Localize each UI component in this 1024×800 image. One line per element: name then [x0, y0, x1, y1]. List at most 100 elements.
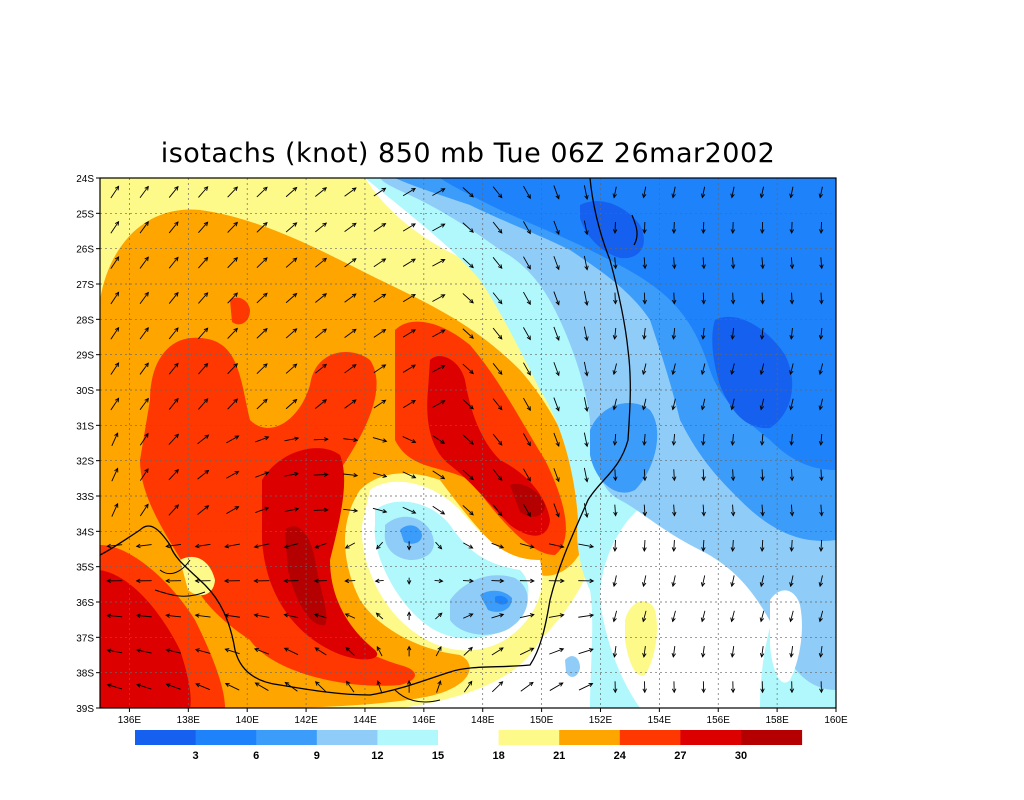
- lat-tick-label: 32S: [76, 457, 94, 468]
- wind-arrow: [789, 186, 794, 199]
- wind-arrow: [818, 610, 824, 623]
- wind-arrow: [789, 645, 794, 658]
- wind-arrow: [285, 292, 298, 304]
- wind-arrow: [284, 681, 298, 692]
- wind-arrow: [372, 437, 388, 443]
- wind-arrow: [432, 435, 446, 444]
- lon-tick-label: 140E: [236, 715, 260, 726]
- wind-arrow: [760, 469, 765, 482]
- lat-tick-label: 26S: [76, 245, 94, 256]
- wind-arrow: [139, 327, 149, 340]
- wind-arrow: [818, 221, 824, 234]
- wind-arrow: [730, 433, 735, 446]
- wind-arrow: [642, 327, 647, 340]
- wind-arrow: [642, 504, 648, 517]
- wind-arrow: [553, 397, 560, 412]
- wind-arrow: [344, 578, 356, 584]
- wind-arrow: [194, 578, 211, 584]
- wind-arrow: [462, 578, 474, 584]
- wind-arrow: [523, 291, 531, 306]
- wind-arrow: [165, 613, 182, 618]
- wind-arrow: [642, 539, 647, 552]
- colorbar-label: 24: [614, 750, 627, 762]
- wind-arrow: [730, 292, 736, 305]
- wind-arrow: [136, 683, 152, 690]
- wind-arrow: [285, 257, 298, 268]
- wind-arrow: [168, 433, 179, 445]
- wind-arrow: [701, 257, 706, 270]
- wind-arrow: [700, 575, 706, 588]
- wind-arrow: [818, 645, 824, 658]
- wind-arrow: [701, 469, 706, 482]
- wind-arrow: [285, 363, 298, 374]
- wind-arrow: [227, 327, 239, 339]
- wind-arrow: [227, 363, 239, 375]
- wind-arrow: [315, 328, 328, 339]
- lat-tick-label: 39S: [76, 704, 94, 715]
- wind-arrow: [583, 503, 589, 518]
- wind-arrow: [256, 221, 268, 233]
- wind-arrow: [110, 220, 120, 234]
- wind-arrow: [818, 433, 824, 446]
- wind-arrow: [223, 578, 240, 584]
- lat-tick-label: 31S: [76, 421, 94, 432]
- wind-arrow: [730, 221, 736, 234]
- wind-arrow: [402, 223, 416, 232]
- wind-arrow: [402, 258, 416, 267]
- wind-arrow: [583, 361, 589, 377]
- wind-arrow: [491, 542, 505, 549]
- wind-arrow: [198, 186, 209, 198]
- wind-arrow: [671, 681, 677, 694]
- wind-arrow: [344, 613, 356, 619]
- wind-arrow: [432, 470, 446, 480]
- wind-arrow: [106, 578, 123, 584]
- wind-arrow: [139, 362, 149, 375]
- wind-arrow: [344, 293, 357, 303]
- wind-arrow: [256, 398, 268, 410]
- wind-arrow: [789, 221, 794, 234]
- wind-arrow: [168, 468, 179, 481]
- wind-arrow: [553, 362, 560, 377]
- wind-arrow: [255, 506, 270, 514]
- lon-tick-label: 152E: [589, 715, 613, 726]
- wind-arrow: [139, 185, 149, 199]
- wind-arrow: [110, 362, 120, 375]
- wind-arrow: [578, 543, 595, 549]
- wind-arrow: [789, 539, 794, 552]
- wind-arrow: [344, 364, 357, 374]
- wind-arrow: [789, 327, 794, 340]
- wind-arrow: [463, 680, 473, 693]
- wind-arrow: [523, 468, 531, 482]
- wind-arrow: [759, 186, 765, 199]
- wind-arrow: [110, 291, 120, 305]
- wind-arrow: [759, 363, 765, 376]
- wind-arrow: [256, 363, 268, 374]
- wind-arrow: [226, 470, 240, 479]
- wind-arrow: [730, 504, 736, 517]
- wind-arrow: [701, 327, 706, 340]
- wind-arrow: [227, 221, 239, 233]
- wind-arrow: [462, 257, 474, 269]
- colorbar-swatch: [377, 730, 439, 745]
- wind-arrow: [255, 436, 270, 443]
- wind-arrow: [789, 681, 795, 694]
- wind-arrow: [135, 613, 152, 618]
- wind-arrow: [492, 327, 503, 340]
- wind-arrow: [106, 683, 123, 690]
- wind-arrow: [583, 326, 589, 342]
- wind-arrow: [285, 398, 298, 410]
- wind-arrow: [197, 505, 210, 515]
- wind-arrow: [492, 292, 503, 305]
- wind-arrow: [701, 433, 706, 446]
- isotach-sw-27-30: [100, 570, 191, 708]
- colorbar-label: 12: [371, 750, 383, 762]
- wind-arrow: [789, 257, 795, 270]
- wind-arrow: [402, 329, 416, 338]
- wind-arrow: [523, 433, 531, 447]
- wind-arrow: [343, 437, 359, 443]
- wind-arrow: [523, 397, 531, 412]
- isotach-band-27-30: [262, 448, 378, 660]
- wind-arrow: [373, 399, 387, 409]
- wind-arrow: [406, 611, 412, 621]
